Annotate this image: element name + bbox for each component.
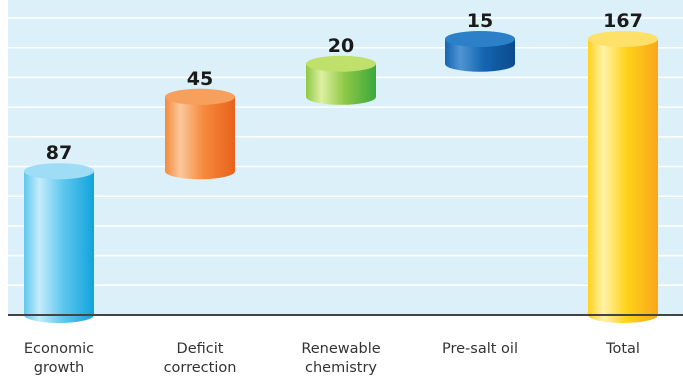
value-label: 45: [187, 68, 213, 90]
category-label: Economic: [24, 341, 94, 357]
bar-top: [306, 55, 376, 72]
bar-body: [165, 96, 235, 180]
plot-area: [8, 0, 683, 315]
bar-0: [24, 163, 94, 323]
category-label: chemistry: [305, 360, 377, 376]
gridlines: [8, 17, 683, 287]
value-label: 15: [467, 10, 493, 32]
bar-body: [24, 171, 94, 323]
bar-top: [24, 163, 94, 180]
category-label: growth: [34, 360, 84, 376]
value-labels: 87 45 20 15 167: [46, 10, 643, 164]
category-label: Renewable: [301, 341, 380, 357]
bar-body: [306, 63, 376, 105]
category-label: Total: [605, 341, 640, 357]
value-label: 167: [603, 10, 643, 32]
bar-3: [445, 30, 515, 72]
category-label: Deficit: [177, 341, 224, 357]
bar-body: [588, 38, 658, 323]
bar-4: [588, 30, 658, 323]
bar-top: [165, 88, 235, 105]
bar-2: [306, 55, 376, 105]
value-label: 20: [328, 35, 354, 57]
category-labels: Economic growth Deficit correction Renewable…: [24, 341, 640, 376]
bar-series: [24, 30, 658, 323]
bar-top: [445, 30, 515, 47]
bar-top: [588, 30, 658, 47]
bar-1: [165, 88, 235, 180]
category-label: Pre-salt oil: [442, 341, 518, 357]
bar-body: [445, 38, 515, 72]
category-label: correction: [164, 360, 237, 376]
value-label: 87: [46, 142, 72, 164]
